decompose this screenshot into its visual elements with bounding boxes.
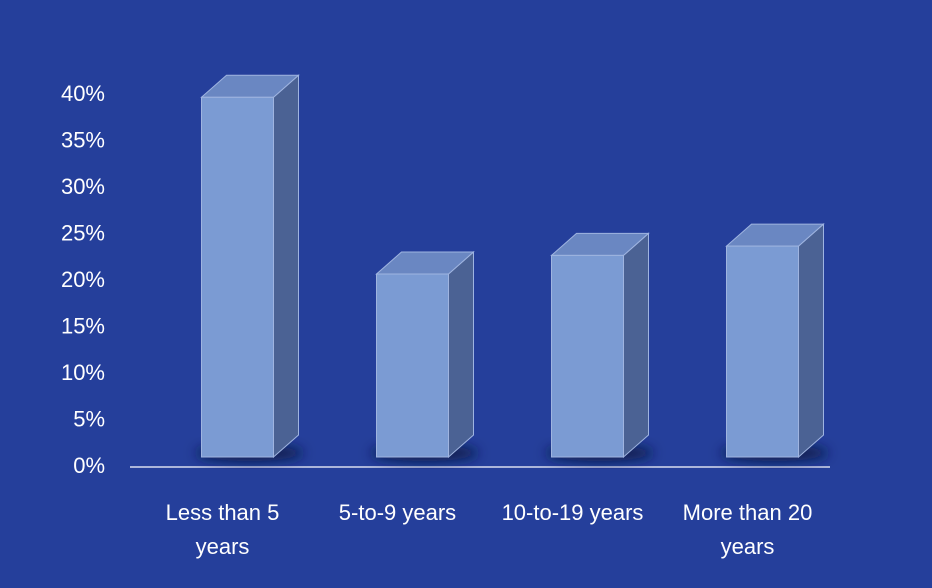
x-tick-label: 5-to-9 years bbox=[338, 500, 457, 525]
bar bbox=[726, 245, 799, 458]
x-tick-label: Less than 5 years bbox=[165, 500, 280, 559]
x-tick-label: More than 20 years bbox=[682, 500, 813, 559]
bar-side bbox=[798, 222, 824, 459]
y-tick-label: 0% bbox=[73, 453, 105, 478]
y-tick-label: 10% bbox=[61, 360, 105, 385]
y-tick-label: 35% bbox=[61, 127, 105, 152]
bar-side bbox=[448, 250, 474, 459]
y-tick-label: 5% bbox=[73, 406, 105, 431]
y-tick-label: 40% bbox=[61, 81, 105, 106]
bar bbox=[551, 254, 624, 458]
y-tick-label: 30% bbox=[61, 174, 105, 199]
y-tick-label: 20% bbox=[61, 267, 105, 292]
y-tick-label: 15% bbox=[61, 313, 105, 338]
bar-side bbox=[623, 232, 649, 459]
y-tick-label: 25% bbox=[61, 220, 105, 245]
bar bbox=[201, 96, 274, 458]
x-tick-label: 10-to-19 years bbox=[501, 500, 644, 525]
bar bbox=[376, 273, 449, 458]
bar-side bbox=[273, 74, 299, 459]
